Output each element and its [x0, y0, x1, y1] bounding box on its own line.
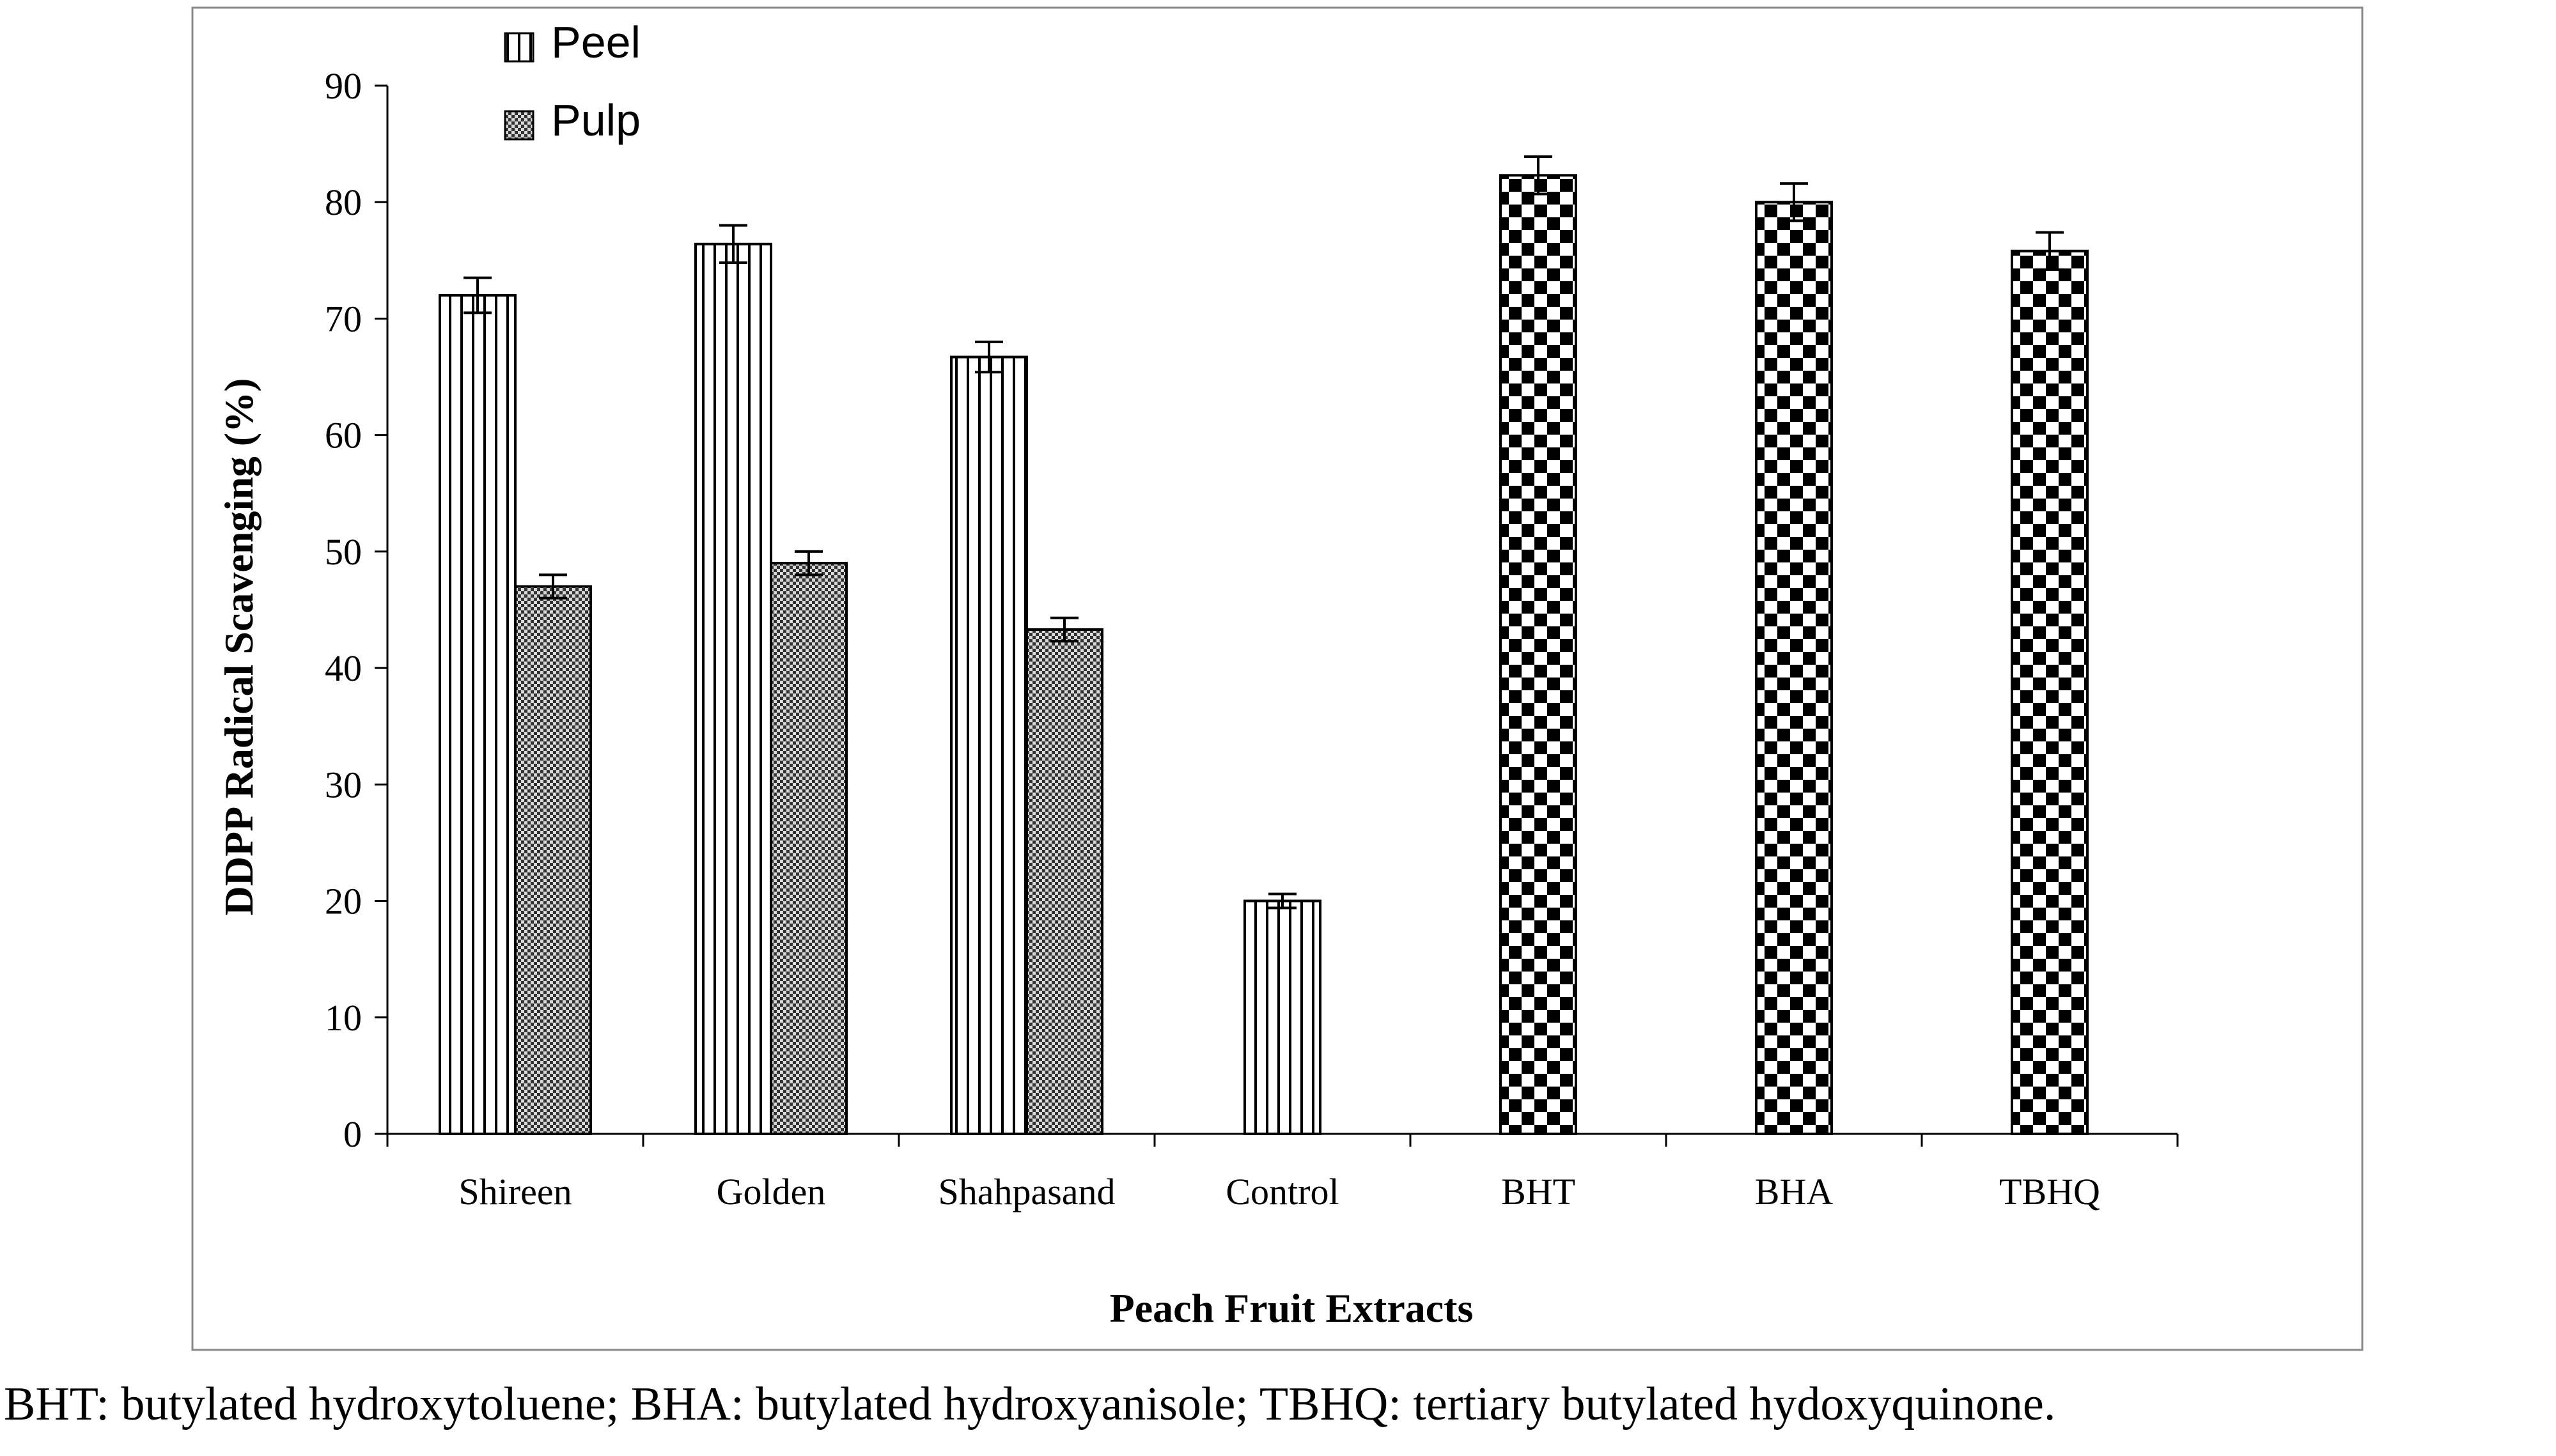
bar-standard-bht — [1499, 174, 1577, 1135]
y-axis-title: DDPP Radical Scavenging (%) — [216, 378, 261, 916]
legend-swatch-pulp — [504, 110, 534, 141]
bar-peel-control — [1243, 899, 1321, 1135]
legend-label-peel: Peel — [551, 17, 641, 67]
x-tick-label-shahpasand: Shahpasand — [938, 1171, 1115, 1212]
bar-pulp-shireen — [514, 585, 592, 1135]
x-tick-label-control: Control — [1226, 1171, 1339, 1212]
x-axis-title: Peach Fruit Extracts — [1110, 1285, 1474, 1331]
x-tick-label-bha: BHA — [1755, 1171, 1834, 1212]
bar-peel-shireen — [439, 294, 517, 1135]
y-tick-label: 0 — [343, 1113, 362, 1155]
chart-frame — [191, 6, 2364, 1351]
legend-label-pulp: Pulp — [551, 95, 641, 145]
y-tick-label: 20 — [325, 881, 362, 922]
x-tick-label-golden: Golden — [717, 1171, 826, 1212]
tick-labels: 0 10 20 30 40 50 60 70 80 90 Shireen Golden Shahpasa… — [325, 65, 2100, 1212]
bar-peel-shahpasand — [950, 355, 1028, 1135]
x-tick-label-bht: BHT — [1501, 1171, 1575, 1212]
y-tick-label: 30 — [325, 764, 362, 805]
x-tick-label-tbhq: TBHQ — [1999, 1171, 2100, 1212]
y-tick-label: 40 — [325, 647, 362, 689]
x-tick-label-shireen: Shireen — [458, 1171, 572, 1212]
y-tick-label: 10 — [325, 997, 362, 1039]
bar-peel-golden — [694, 242, 772, 1135]
y-tick-label: 50 — [325, 531, 362, 573]
bar-pulp-golden — [770, 562, 848, 1135]
legend-swatch-peel — [504, 32, 534, 63]
y-tick-label: 90 — [325, 65, 362, 107]
bar-pulp-shahpasand — [1025, 628, 1103, 1135]
footnote: BHT: butylated hydroxytoluene; BHA: buty… — [4, 1378, 2056, 1430]
y-tick-label: 60 — [325, 415, 362, 456]
legend: Peel Pulp — [504, 17, 641, 145]
y-tick-label: 80 — [325, 182, 362, 223]
y-tick-label: 70 — [325, 298, 362, 339]
bar-standard-tbhq — [2011, 249, 2089, 1135]
bar-standard-bha — [1755, 201, 1833, 1136]
bars — [439, 155, 2089, 1136]
